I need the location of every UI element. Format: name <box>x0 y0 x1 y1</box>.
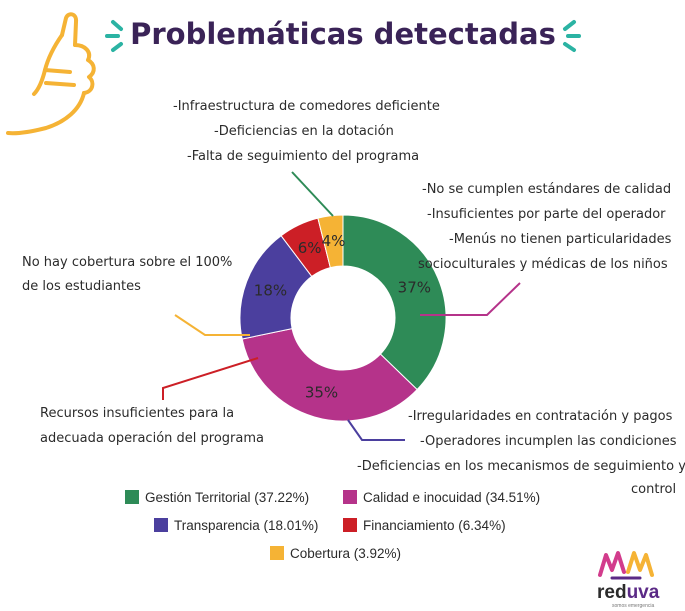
annotation-line: -Infraestructura de comedores deficiente <box>173 99 440 114</box>
slice-label-financiamiento: 6% <box>298 239 322 257</box>
annotation-line: -Menús no tienen particularidades <box>449 232 672 247</box>
chart-legend: Gestión Territorial (37.22%) Calidad e i… <box>125 490 540 561</box>
annotation-line: Recursos insuficientes para la <box>40 406 234 421</box>
legend-item-transparencia: Transparencia (18.01%) <box>154 518 318 533</box>
logo-uva: uva <box>627 582 660 603</box>
hands-logo-icon <box>598 551 654 580</box>
donut-chart: 37% 35% 18% 6% 4% <box>239 214 447 422</box>
annotation-line: -Operadores incumplen las condiciones <box>420 434 677 449</box>
annotation-line: -Insuficientes por parte del operador <box>427 207 666 222</box>
slice-label-cobertura: 4% <box>322 232 346 250</box>
legend-swatch <box>270 546 284 560</box>
leader-line-transparencia <box>347 419 405 441</box>
legend-swatch <box>343 490 357 504</box>
annotation-line: No hay cobertura sobre el 100% <box>22 255 232 270</box>
annotation-calidad: -No se cumplen estándares de calidad -In… <box>418 182 672 272</box>
logo-wordmark: reduva <box>597 582 660 603</box>
annotation-financiamiento: Recursos insuficientes para la adecuada … <box>40 406 264 446</box>
legend-label: Cobertura (3.92%) <box>290 546 401 561</box>
title-decoration-right <box>563 20 581 52</box>
legend-label: Transparencia (18.01%) <box>174 518 318 533</box>
annotation-transparencia: -Irregularidades en contratación y pagos… <box>357 409 685 497</box>
annotation-line: control <box>631 482 676 497</box>
page-title: Problemáticas detectadas <box>130 17 556 51</box>
reduva-logo: reduva somos emergencia <box>597 551 660 609</box>
leader-line-cobertura <box>174 314 250 336</box>
annotation-cobertura: No hay cobertura sobre el 100% de los es… <box>22 255 232 294</box>
legend-swatch <box>343 518 357 532</box>
title-decoration-left <box>105 20 123 52</box>
annotation-line: socioculturales y médicas de los niños <box>418 257 668 272</box>
leader-line-gestion <box>291 171 334 217</box>
legend-item-financiamiento: Financiamiento (6.34%) <box>343 518 506 533</box>
leader-lines <box>162 171 521 441</box>
annotation-line: -Deficiencias en la dotación <box>214 124 394 139</box>
annotation-line: -Falta de seguimiento del programa <box>187 149 419 164</box>
annotation-line: de los estudiantes <box>22 279 141 294</box>
legend-label: Calidad e inocuidad (34.51%) <box>363 490 540 505</box>
annotation-line: -Irregularidades en contratación y pagos <box>408 409 673 424</box>
slice-label-calidad: 35% <box>305 383 338 401</box>
donut-hole <box>291 266 395 370</box>
legend-label: Gestión Territorial (37.22%) <box>145 490 309 505</box>
logo-tagline: somos emergencia <box>612 603 654 609</box>
legend-item-cobertura: Cobertura (3.92%) <box>270 546 401 561</box>
legend-label: Financiamiento (6.34%) <box>363 518 506 533</box>
legend-item-calidad: Calidad e inocuidad (34.51%) <box>343 490 540 505</box>
legend-item-gestion: Gestión Territorial (37.22%) <box>125 490 309 505</box>
slice-label-gestion: 37% <box>398 279 431 297</box>
annotation-gestion: -Infraestructura de comedores deficiente… <box>173 99 440 164</box>
leader-line-financiamiento <box>162 357 259 400</box>
legend-swatch <box>154 518 168 532</box>
leader-line-calidad <box>420 282 521 316</box>
legend-swatch <box>125 490 139 504</box>
annotation-line: -Deficiencias en los mecanismos de segui… <box>357 459 685 474</box>
annotation-line: adecuada operación del programa <box>40 431 264 446</box>
logo-red: red <box>597 582 627 603</box>
annotation-line: -No se cumplen estándares de calidad <box>422 182 671 197</box>
pointing-hand-icon <box>6 12 96 136</box>
slice-label-transparencia: 18% <box>254 282 287 300</box>
